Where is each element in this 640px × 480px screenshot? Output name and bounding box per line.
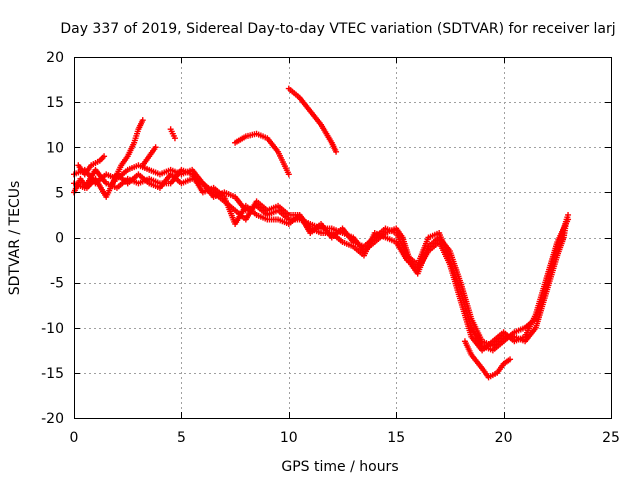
axis-ticks: 0 5 10 15 20 25 -20 -15 -10 -5 0 5 10 15 20 xyxy=(41,50,620,446)
data-point-marker xyxy=(565,216,572,223)
y-tick-label: -15 xyxy=(41,366,64,382)
x-tick-label: 25 xyxy=(602,430,620,446)
data-point-marker xyxy=(171,135,178,142)
series-track xyxy=(461,338,514,381)
y-tick-label: 20 xyxy=(46,50,64,66)
y-tick-label: -5 xyxy=(50,276,64,292)
y-tick-label: 10 xyxy=(46,140,64,156)
y-axis-label: SDTVAR / TECUs xyxy=(7,181,23,296)
data-point-marker xyxy=(139,117,146,124)
data-point-marker xyxy=(101,153,108,160)
x-tick-label: 0 xyxy=(70,430,79,446)
series-track xyxy=(109,117,146,187)
data-point-marker xyxy=(507,356,514,363)
data-point-marker xyxy=(285,171,292,178)
series-track xyxy=(232,130,292,178)
data-point-marker xyxy=(152,144,159,151)
y-tick-label: 0 xyxy=(55,231,64,247)
data-point-marker xyxy=(333,148,340,155)
x-axis-label: GPS time / hours xyxy=(281,459,398,475)
series-track xyxy=(139,144,159,169)
y-tick-label: -20 xyxy=(41,411,64,427)
series-track xyxy=(285,85,340,155)
x-tick-label: 20 xyxy=(495,430,513,446)
y-tick-label: 5 xyxy=(55,185,64,201)
x-tick-label: 5 xyxy=(177,430,186,446)
x-tick-label: 10 xyxy=(280,430,298,446)
y-tick-label: 15 xyxy=(46,95,64,111)
y-tick-label: -10 xyxy=(41,321,64,337)
data-points xyxy=(71,85,572,381)
x-tick-label: 15 xyxy=(387,430,405,446)
series-track xyxy=(75,153,108,178)
chart-title: Day 337 of 2019, Sidereal Day-to-day VTE… xyxy=(60,21,615,37)
series-track xyxy=(167,126,178,142)
series-track xyxy=(71,166,572,354)
